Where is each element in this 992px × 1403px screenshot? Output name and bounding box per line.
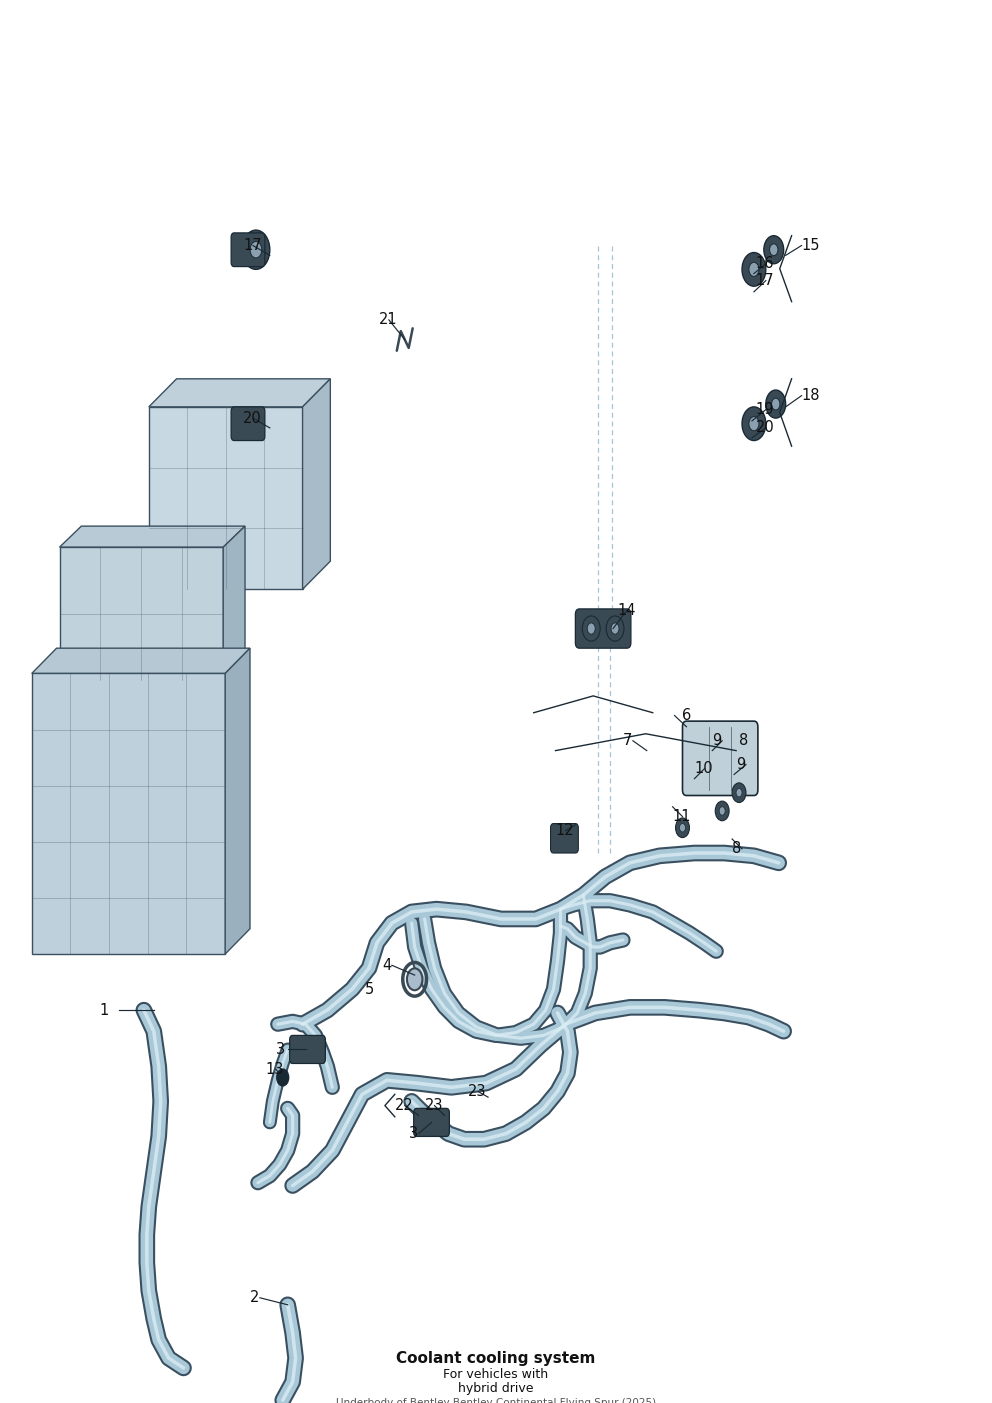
Text: 10: 10	[694, 762, 713, 776]
Circle shape	[764, 236, 784, 264]
Polygon shape	[223, 526, 245, 680]
Polygon shape	[149, 407, 303, 589]
FancyBboxPatch shape	[231, 233, 265, 267]
Text: 21: 21	[379, 313, 398, 327]
Text: 15: 15	[802, 239, 820, 253]
Text: 23: 23	[425, 1099, 443, 1113]
Circle shape	[242, 230, 270, 269]
Circle shape	[772, 398, 780, 410]
Text: 4: 4	[382, 958, 391, 972]
Polygon shape	[225, 648, 250, 954]
Circle shape	[611, 623, 619, 634]
Circle shape	[742, 253, 766, 286]
FancyBboxPatch shape	[551, 824, 578, 853]
Text: 8: 8	[739, 734, 748, 748]
FancyBboxPatch shape	[231, 407, 265, 441]
Text: 5: 5	[365, 982, 374, 996]
Text: 17: 17	[756, 274, 775, 288]
Text: 17: 17	[243, 239, 262, 253]
Circle shape	[719, 807, 725, 815]
Circle shape	[715, 801, 729, 821]
Circle shape	[766, 390, 786, 418]
Text: 9: 9	[736, 758, 745, 772]
Polygon shape	[60, 547, 223, 680]
FancyBboxPatch shape	[414, 1108, 449, 1136]
FancyBboxPatch shape	[682, 721, 758, 796]
Text: 20: 20	[243, 411, 262, 425]
Circle shape	[680, 824, 685, 832]
Text: 12: 12	[556, 824, 574, 838]
Text: 7: 7	[623, 734, 632, 748]
Text: 22: 22	[395, 1099, 414, 1113]
Text: 1: 1	[99, 1003, 108, 1017]
Circle shape	[749, 417, 759, 431]
Text: hybrid drive: hybrid drive	[458, 1382, 534, 1396]
Text: 13: 13	[266, 1062, 285, 1076]
FancyBboxPatch shape	[575, 609, 631, 648]
Polygon shape	[303, 379, 330, 589]
Text: 19: 19	[756, 403, 775, 417]
Text: 11: 11	[673, 810, 691, 824]
Circle shape	[407, 968, 423, 991]
Text: Coolant cooling system: Coolant cooling system	[397, 1351, 595, 1365]
Text: 2: 2	[250, 1291, 259, 1305]
Circle shape	[606, 616, 624, 641]
Text: 8: 8	[732, 842, 741, 856]
Text: 9: 9	[712, 734, 721, 748]
Circle shape	[770, 244, 778, 255]
Circle shape	[736, 788, 742, 797]
Polygon shape	[32, 673, 225, 954]
Text: 18: 18	[802, 389, 820, 403]
Text: 14: 14	[617, 603, 636, 617]
Circle shape	[587, 623, 595, 634]
Text: 20: 20	[756, 421, 775, 435]
Text: 16: 16	[756, 257, 775, 271]
Circle shape	[742, 407, 766, 441]
Text: 3: 3	[276, 1042, 285, 1056]
Polygon shape	[60, 526, 245, 547]
Circle shape	[250, 241, 262, 258]
Circle shape	[277, 1069, 289, 1086]
Text: For vehicles with: For vehicles with	[443, 1368, 549, 1382]
Text: 23: 23	[468, 1085, 487, 1099]
Text: 6: 6	[682, 709, 691, 723]
Circle shape	[582, 616, 600, 641]
Circle shape	[732, 783, 746, 803]
Circle shape	[676, 818, 689, 838]
FancyBboxPatch shape	[290, 1035, 325, 1063]
Circle shape	[749, 262, 759, 276]
Polygon shape	[32, 648, 250, 673]
Polygon shape	[149, 379, 330, 407]
Text: 3: 3	[409, 1127, 418, 1141]
Text: Underbody of Bentley Bentley Continental Flying Spur (2025): Underbody of Bentley Bentley Continental…	[336, 1397, 656, 1403]
